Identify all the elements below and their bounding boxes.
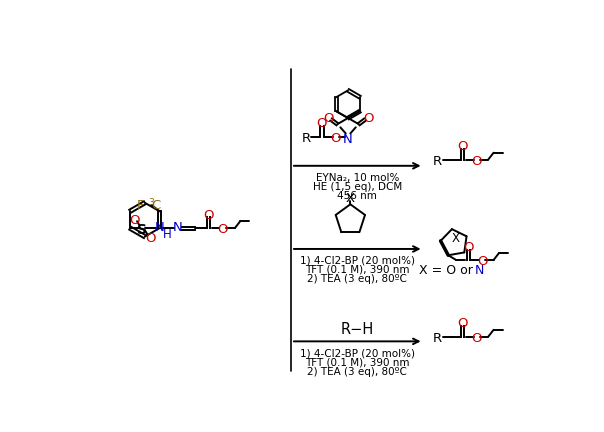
Text: EYNa₂, 10 mol%: EYNa₂, 10 mol% — [316, 172, 399, 183]
Text: O: O — [330, 131, 341, 145]
Text: H: H — [162, 228, 171, 241]
Text: R: R — [433, 155, 442, 168]
Text: O: O — [477, 255, 487, 268]
Text: O: O — [145, 232, 155, 245]
Text: X: X — [346, 192, 355, 205]
Text: O: O — [463, 241, 474, 254]
Text: F: F — [137, 199, 145, 212]
Text: 3: 3 — [148, 197, 153, 206]
Text: TFT (0.1 M), 390 nm: TFT (0.1 M), 390 nm — [305, 265, 410, 275]
Text: O: O — [458, 140, 468, 153]
Text: HE (1,5 eq), DCM: HE (1,5 eq), DCM — [313, 182, 402, 192]
Text: 1) 4-Cl2-BP (20 mol%): 1) 4-Cl2-BP (20 mol%) — [300, 256, 415, 266]
Text: O: O — [363, 111, 373, 124]
Text: 2) TEA (3 eq), 80ºC: 2) TEA (3 eq), 80ºC — [307, 274, 407, 284]
Text: X: X — [452, 232, 460, 245]
Text: 2) TEA (3 eq), 80ºC: 2) TEA (3 eq), 80ºC — [307, 367, 407, 377]
Text: O: O — [323, 111, 333, 124]
Text: O: O — [129, 214, 140, 227]
Text: O: O — [471, 332, 482, 345]
Text: N: N — [475, 264, 484, 277]
Text: 456 nm: 456 nm — [338, 191, 378, 201]
Text: TFT (0.1 M), 390 nm: TFT (0.1 M), 390 nm — [305, 357, 410, 367]
Text: O: O — [316, 117, 327, 130]
Text: N: N — [173, 221, 183, 234]
Text: O: O — [471, 155, 482, 168]
Text: N: N — [343, 133, 353, 146]
Text: 1) 4-Cl2-BP (20 mol%): 1) 4-Cl2-BP (20 mol%) — [300, 348, 415, 358]
Text: X = O or: X = O or — [419, 264, 477, 277]
Text: R: R — [302, 131, 311, 145]
Text: O: O — [217, 223, 228, 236]
Text: S: S — [138, 222, 147, 237]
Text: R: R — [433, 332, 442, 345]
Text: R−H: R−H — [341, 321, 374, 337]
Text: C: C — [152, 199, 161, 212]
Text: O: O — [204, 209, 214, 222]
Text: O: O — [458, 317, 468, 330]
Text: N: N — [155, 221, 164, 234]
